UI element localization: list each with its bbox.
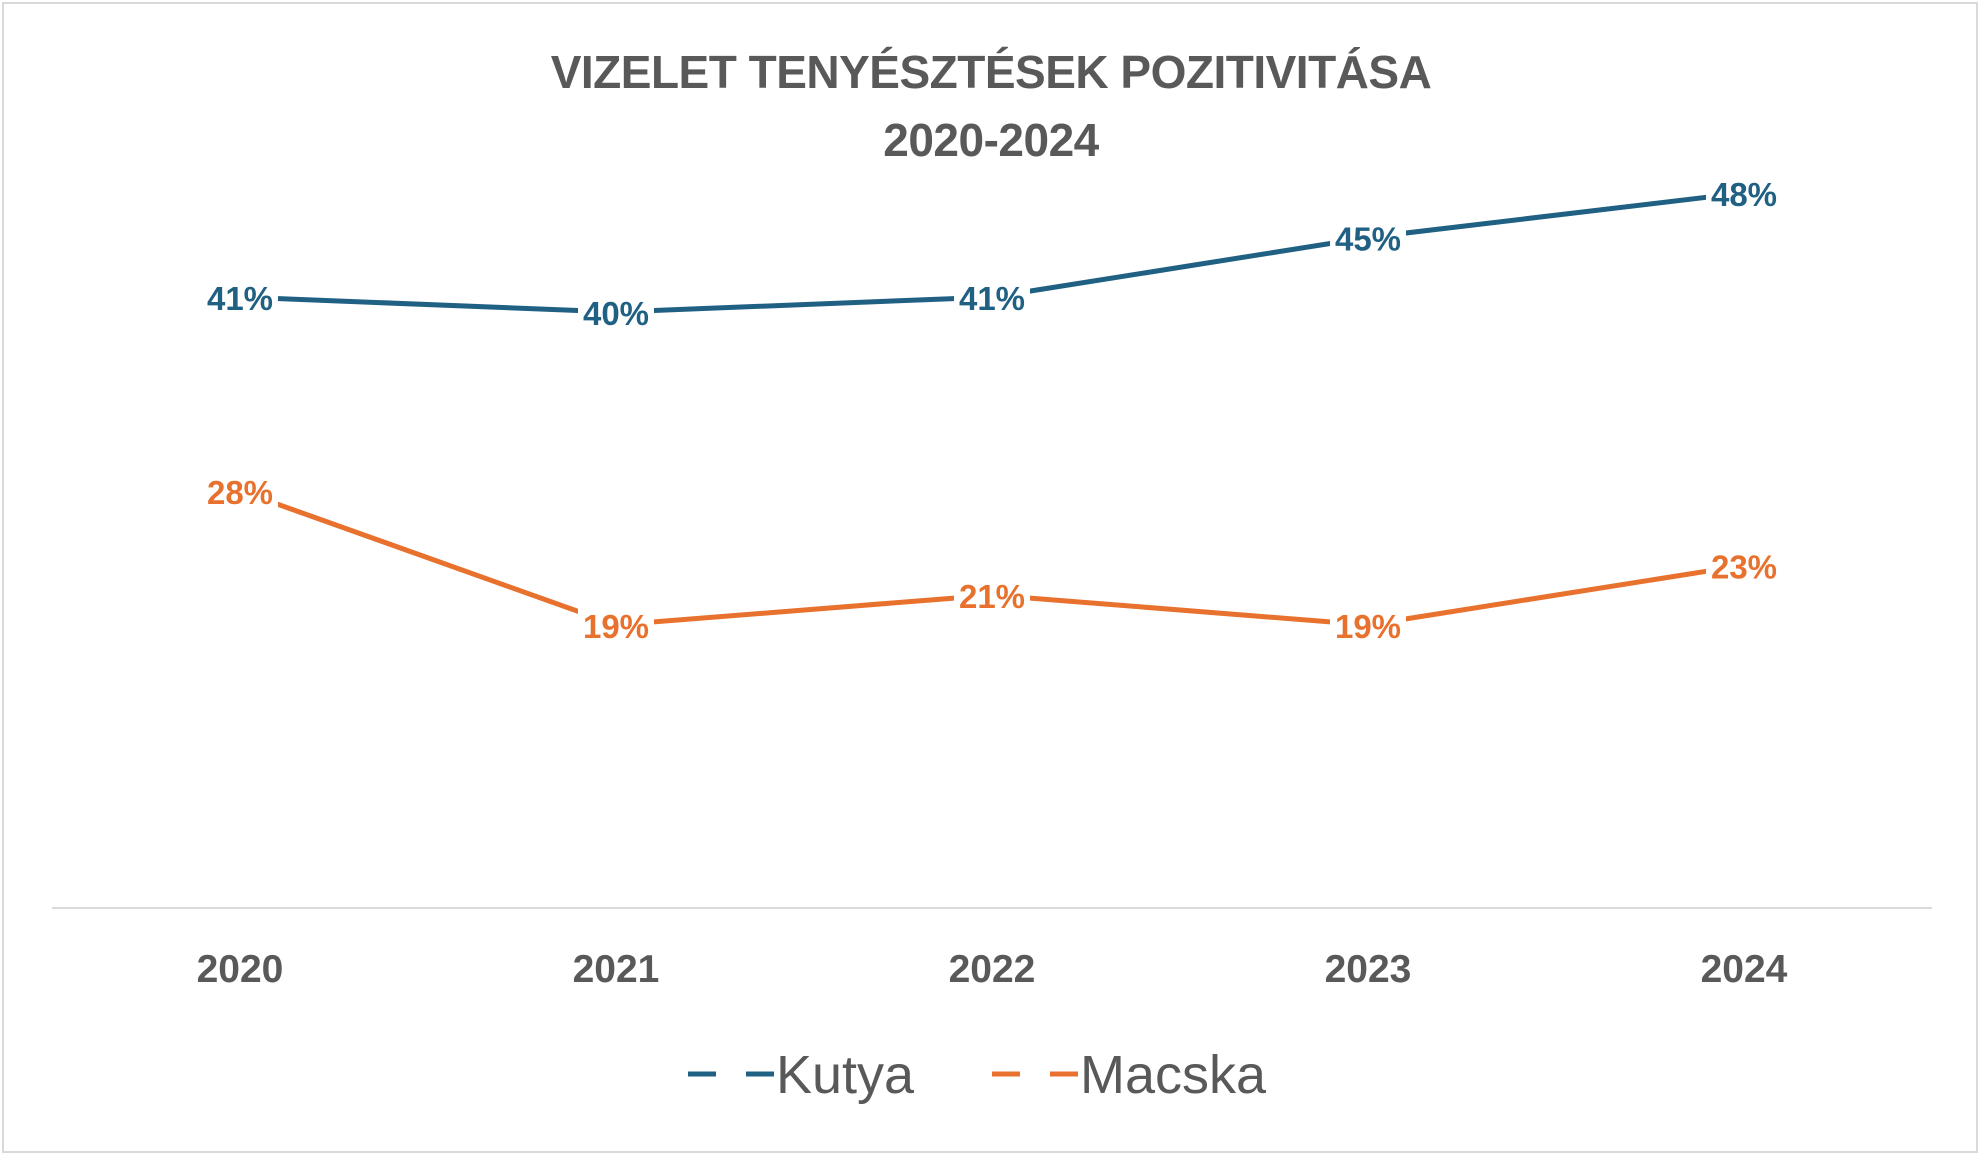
data-label: 19%	[583, 608, 649, 645]
data-label-bg	[1330, 215, 1406, 256]
x-tick-label: 2022	[949, 948, 1036, 991]
legend-label-kutya: Kutya	[776, 1045, 915, 1105]
data-label: 23%	[1711, 548, 1777, 585]
data-label: 21%	[959, 578, 1025, 615]
data-label-bg	[1706, 170, 1782, 211]
data-label: 48%	[1711, 176, 1777, 213]
data-label: 19%	[1335, 608, 1401, 645]
data-label-bg	[1330, 602, 1406, 643]
chart-title-main: VIZELET TENYÉSZTÉSEK POZITIVITÁSA	[550, 46, 1432, 98]
data-label: 28%	[207, 474, 273, 511]
data-label-bg	[1706, 543, 1782, 584]
data-label-bg	[954, 275, 1030, 316]
data-label: 45%	[1335, 221, 1401, 258]
chart-title: VIZELET TENYÉSZTÉSEK POZITIVITÁSA 2020-2…	[0, 38, 1982, 174]
legend-label-macska: Macska	[1080, 1045, 1267, 1105]
data-label-bg	[954, 573, 1030, 614]
x-tick-label: 2020	[197, 948, 284, 991]
data-label-bg	[578, 290, 654, 330]
x-tick-label: 2021	[573, 948, 660, 991]
data-label: 41%	[959, 280, 1025, 317]
data-label: 41%	[207, 280, 273, 317]
data-label-bg	[578, 602, 654, 643]
data-label-bg	[202, 275, 278, 316]
chart-subtitle: 2020-2024	[883, 114, 1099, 166]
x-tick-label: 2023	[1325, 948, 1412, 991]
x-tick-label: 2024	[1701, 948, 1788, 991]
data-label: 40%	[583, 295, 649, 332]
data-label-bg	[202, 468, 278, 509]
